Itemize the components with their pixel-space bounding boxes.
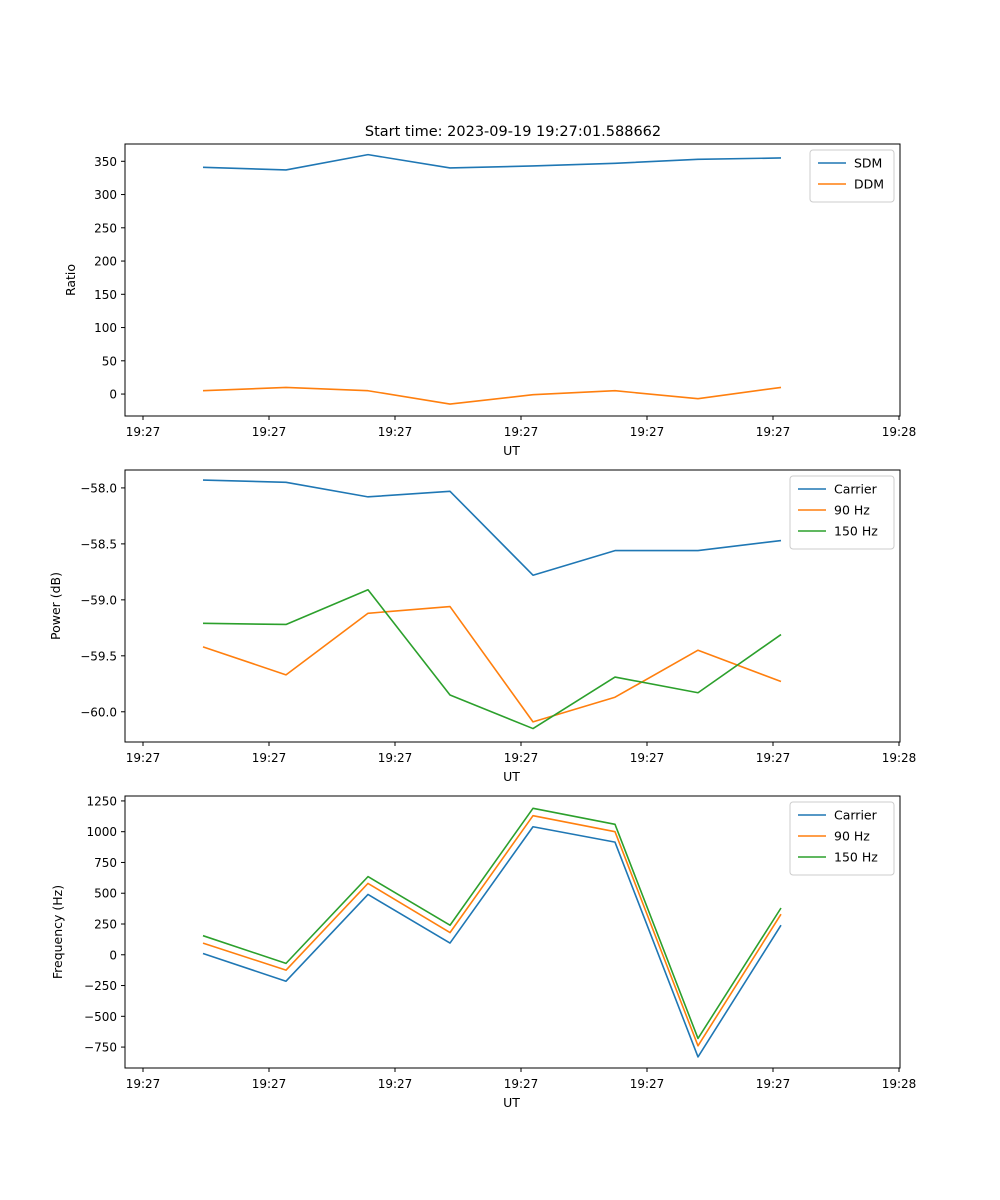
x-tick-label: 19:27	[756, 425, 791, 439]
x-tick-label: 19:27	[252, 1077, 287, 1091]
y-tick-label: 0	[109, 948, 117, 962]
y-tick-label: −58.5	[80, 537, 117, 551]
y-tick-label: 100	[94, 321, 117, 335]
legend: Carrier 90 Hz 150 Hz	[789, 475, 895, 550]
subplot-2: 19:27 19:27 19:27 19:27 19:27 19:27 19:28 −58.0…	[48, 469, 917, 784]
y-tick-label: 250	[94, 918, 117, 932]
figure-title: Start time: 2023-09-19 19:27:01.588662	[365, 124, 661, 140]
legend-label: Carrier	[834, 482, 878, 497]
y-tick-label: 250	[94, 221, 117, 235]
y-tick-label: 50	[102, 354, 117, 368]
y-tick-label: −60.0	[80, 705, 117, 719]
y-axis-label: Frequency (Hz)	[50, 885, 65, 979]
x-tick-label: 19:27	[504, 1077, 539, 1091]
x-tick-label: 19:27	[630, 1077, 665, 1091]
series-line-ddm	[202, 386, 782, 405]
x-tick-label: 19:28	[882, 425, 917, 439]
y-tick-label: 500	[94, 887, 117, 901]
axes-frame	[124, 469, 901, 743]
y-tick-label: 200	[94, 255, 117, 269]
y-tick-label: 1000	[86, 825, 117, 839]
y-tick-label: 150	[94, 288, 117, 302]
charts-group: 19:27 19:27 19:27 19:27 19:27 19:27 19:28 0 50 10…	[48, 143, 917, 1110]
series-line-90-hz	[202, 814, 782, 1047]
x-tick-label: 19:27	[378, 1077, 413, 1091]
x-tick-label: 19:27	[126, 425, 161, 439]
y-tick-label: 750	[94, 856, 117, 870]
axes-frame	[124, 143, 901, 417]
x-tick-label: 19:27	[378, 425, 413, 439]
series-line-90-hz	[202, 605, 782, 723]
y-axis-label: Power (dB)	[48, 572, 63, 640]
legend-label: Carrier	[834, 808, 878, 823]
y-tick-label: 1250	[86, 794, 117, 808]
x-tick-label: 19:27	[126, 751, 161, 765]
series-line-150-hz	[202, 807, 782, 1040]
y-tick-label: −750	[84, 1041, 117, 1055]
x-tick-label: 19:27	[504, 425, 539, 439]
legend-label: SDM	[854, 156, 882, 171]
legend-label: 150 Hz	[834, 850, 878, 865]
y-tick-label: 0	[109, 388, 117, 402]
series-line-carrier	[202, 479, 782, 577]
axes-frame	[124, 795, 901, 1069]
x-tick-label: 19:27	[756, 751, 791, 765]
x-tick-label: 19:27	[504, 751, 539, 765]
x-tick-label: 19:28	[882, 751, 917, 765]
series-line-sdm	[202, 153, 782, 171]
legend-label: 90 Hz	[834, 829, 870, 844]
y-tick-label: −250	[84, 979, 117, 993]
x-axis-label: UT	[503, 1095, 520, 1110]
subplot-1: 19:27 19:27 19:27 19:27 19:27 19:27 19:28 0 50 10…	[63, 143, 917, 458]
y-tick-label: 300	[94, 188, 117, 202]
y-tick-label: 350	[94, 155, 117, 169]
x-tick-label: 19:27	[630, 751, 665, 765]
y-axis-label: Ratio	[63, 264, 78, 296]
series-line-150-hz	[202, 588, 782, 730]
x-axis-label: UT	[503, 443, 520, 458]
subplot-3: 19:27 19:27 19:27 19:27 19:27 19:27 19:28 1250 1…	[50, 794, 916, 1110]
y-tick-label: −59.5	[80, 649, 117, 663]
legend-label: 90 Hz	[834, 503, 870, 518]
x-axis-label: UT	[503, 769, 520, 784]
y-tick-label: −59.0	[80, 593, 117, 607]
x-tick-label: 19:27	[126, 1077, 161, 1091]
y-tick-label: −58.0	[80, 481, 117, 495]
x-tick-label: 19:27	[630, 425, 665, 439]
y-tick-label: −500	[84, 1010, 117, 1024]
legend-label: DDM	[854, 177, 884, 192]
x-tick-label: 19:27	[756, 1077, 791, 1091]
x-tick-label: 19:27	[252, 425, 287, 439]
x-tick-label: 19:27	[252, 751, 287, 765]
series-line-carrier	[202, 825, 782, 1058]
legend: Carrier 90 Hz 150 Hz	[789, 801, 895, 876]
x-tick-label: 19:28	[882, 1077, 917, 1091]
legend-label: 150 Hz	[834, 524, 878, 539]
x-tick-label: 19:27	[378, 751, 413, 765]
legend: SDM DDM	[809, 149, 895, 203]
